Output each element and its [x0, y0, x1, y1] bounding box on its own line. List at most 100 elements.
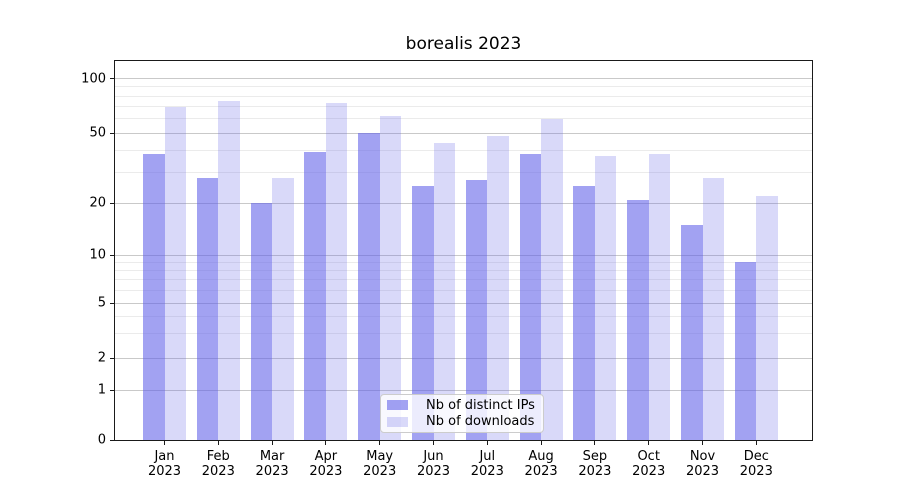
- x-tick-month: Nov: [689, 449, 716, 464]
- plot-area: Nb of distinct IPs Nb of downloads: [114, 60, 813, 441]
- gridline-major: [115, 132, 812, 134]
- legend-label-distinct-ips: Nb of distinct IPs: [426, 397, 535, 413]
- y-tick: [110, 202, 114, 204]
- gridline-major: [115, 302, 812, 304]
- y-tick: [110, 132, 114, 134]
- x-tick-month: Mar: [259, 449, 285, 464]
- x-tick-month: Oct: [637, 449, 660, 464]
- x-tick: [271, 441, 273, 445]
- x-tick: [433, 441, 434, 445]
- x-tick: [379, 441, 381, 445]
- bar-distinct-ips: [143, 154, 165, 440]
- gridline-minor: [115, 279, 812, 281]
- bar-distinct-ips: [519, 154, 542, 440]
- gridline-major: [115, 78, 812, 79]
- y-tick-label: 20: [89, 195, 106, 211]
- x-tick-month: Jun: [423, 449, 444, 464]
- bar-downloads: [218, 101, 240, 440]
- x-tick-month: Feb: [206, 449, 230, 464]
- bar-distinct-ips: [250, 203, 273, 440]
- bar-distinct-ips: [681, 224, 703, 440]
- y-tick: [110, 254, 114, 256]
- bar-downloads: [487, 136, 509, 440]
- legend-label-downloads: Nb of downloads: [426, 414, 535, 430]
- x-tick-month: Apr: [314, 449, 338, 464]
- x-tick-year: 2023: [470, 464, 504, 479]
- x-tick: [325, 441, 327, 445]
- x-tick-year: 2023: [309, 464, 343, 479]
- bar-downloads: [325, 103, 348, 440]
- x-tick: [594, 441, 596, 445]
- x-tick-month: Dec: [743, 449, 769, 464]
- bar-distinct-ips: [465, 180, 488, 440]
- gridline-major: [115, 254, 812, 256]
- x-tick-label: Apr 2023: [296, 449, 356, 479]
- x-tick-label: Dec 2023: [726, 449, 786, 479]
- legend-entry-downloads: Nb of downloads: [385, 414, 539, 431]
- gridline-minor: [115, 316, 812, 318]
- bar-downloads: [379, 116, 402, 440]
- x-tick-label: Jan 2023: [135, 449, 195, 479]
- y-tick-label: 0: [97, 432, 106, 448]
- legend: Nb of distinct IPs Nb of downloads: [380, 394, 544, 433]
- gridline-minor: [115, 270, 812, 272]
- x-tick: [486, 441, 488, 445]
- x-tick: [755, 441, 757, 445]
- gridline-major: [115, 202, 812, 204]
- gridline-minor: [115, 118, 812, 120]
- bar-distinct-ips: [734, 262, 757, 440]
- x-tick: [217, 441, 219, 445]
- bar-downloads: [702, 177, 724, 440]
- gridline-major: [115, 389, 812, 391]
- bar-distinct-ips: [627, 199, 649, 440]
- x-tick-year: 2023: [147, 464, 182, 479]
- gridline-minor: [115, 290, 812, 292]
- bar-distinct-ips: [412, 186, 434, 440]
- x-tick-label: Jul 2023: [457, 449, 517, 479]
- gridline-minor: [115, 171, 812, 173]
- y-tick: [110, 389, 114, 391]
- gridline-major: [115, 357, 812, 359]
- chart-title: borealis 2023: [405, 34, 522, 54]
- x-tick-year: 2023: [632, 464, 666, 479]
- y-tick-label: 10: [89, 247, 106, 263]
- gridline-minor: [115, 333, 812, 335]
- y-tick: [110, 78, 114, 79]
- x-tick-label: Sep 2023: [565, 449, 625, 479]
- x-tick: [648, 441, 650, 445]
- bar-downloads: [648, 154, 671, 440]
- x-tick-month: May: [366, 449, 394, 464]
- bar-distinct-ips: [196, 177, 219, 440]
- x-tick-label: Mar 2023: [242, 449, 302, 479]
- x-tick-year: 2023: [201, 464, 235, 479]
- gridline-minor: [115, 149, 812, 151]
- bar-downloads: [164, 106, 186, 440]
- x-tick-year: 2023: [416, 464, 451, 479]
- gridline-minor: [115, 106, 812, 108]
- y-tick-label: 5: [97, 295, 106, 311]
- y-tick-label: 50: [89, 125, 106, 141]
- x-tick-year: 2023: [685, 464, 720, 479]
- x-tick-month: Jan: [154, 449, 175, 464]
- y-tick-label: 1: [97, 382, 106, 398]
- x-tick-year: 2023: [524, 464, 558, 479]
- legend-swatch-distinct-ips: [387, 400, 408, 411]
- bar-distinct-ips: [573, 186, 595, 440]
- bar-distinct-ips: [304, 152, 326, 440]
- x-tick-label: Jun 2023: [404, 449, 464, 479]
- x-tick-month: Sep: [582, 449, 608, 464]
- x-tick-year: 2023: [255, 464, 289, 479]
- gridline-minor: [115, 95, 812, 97]
- y-tick: [110, 302, 114, 304]
- x-tick-year: 2023: [578, 464, 612, 479]
- bar-downloads: [433, 143, 455, 440]
- x-tick: [540, 441, 542, 445]
- x-tick: [702, 441, 703, 445]
- x-tick-label: Aug 2023: [511, 449, 571, 479]
- x-tick-label: Feb 2023: [188, 449, 248, 479]
- y-tick: [110, 439, 114, 441]
- legend-swatch-downloads: [387, 416, 408, 427]
- x-tick-month: Jul: [479, 449, 496, 464]
- gridline-minor: [115, 86, 812, 88]
